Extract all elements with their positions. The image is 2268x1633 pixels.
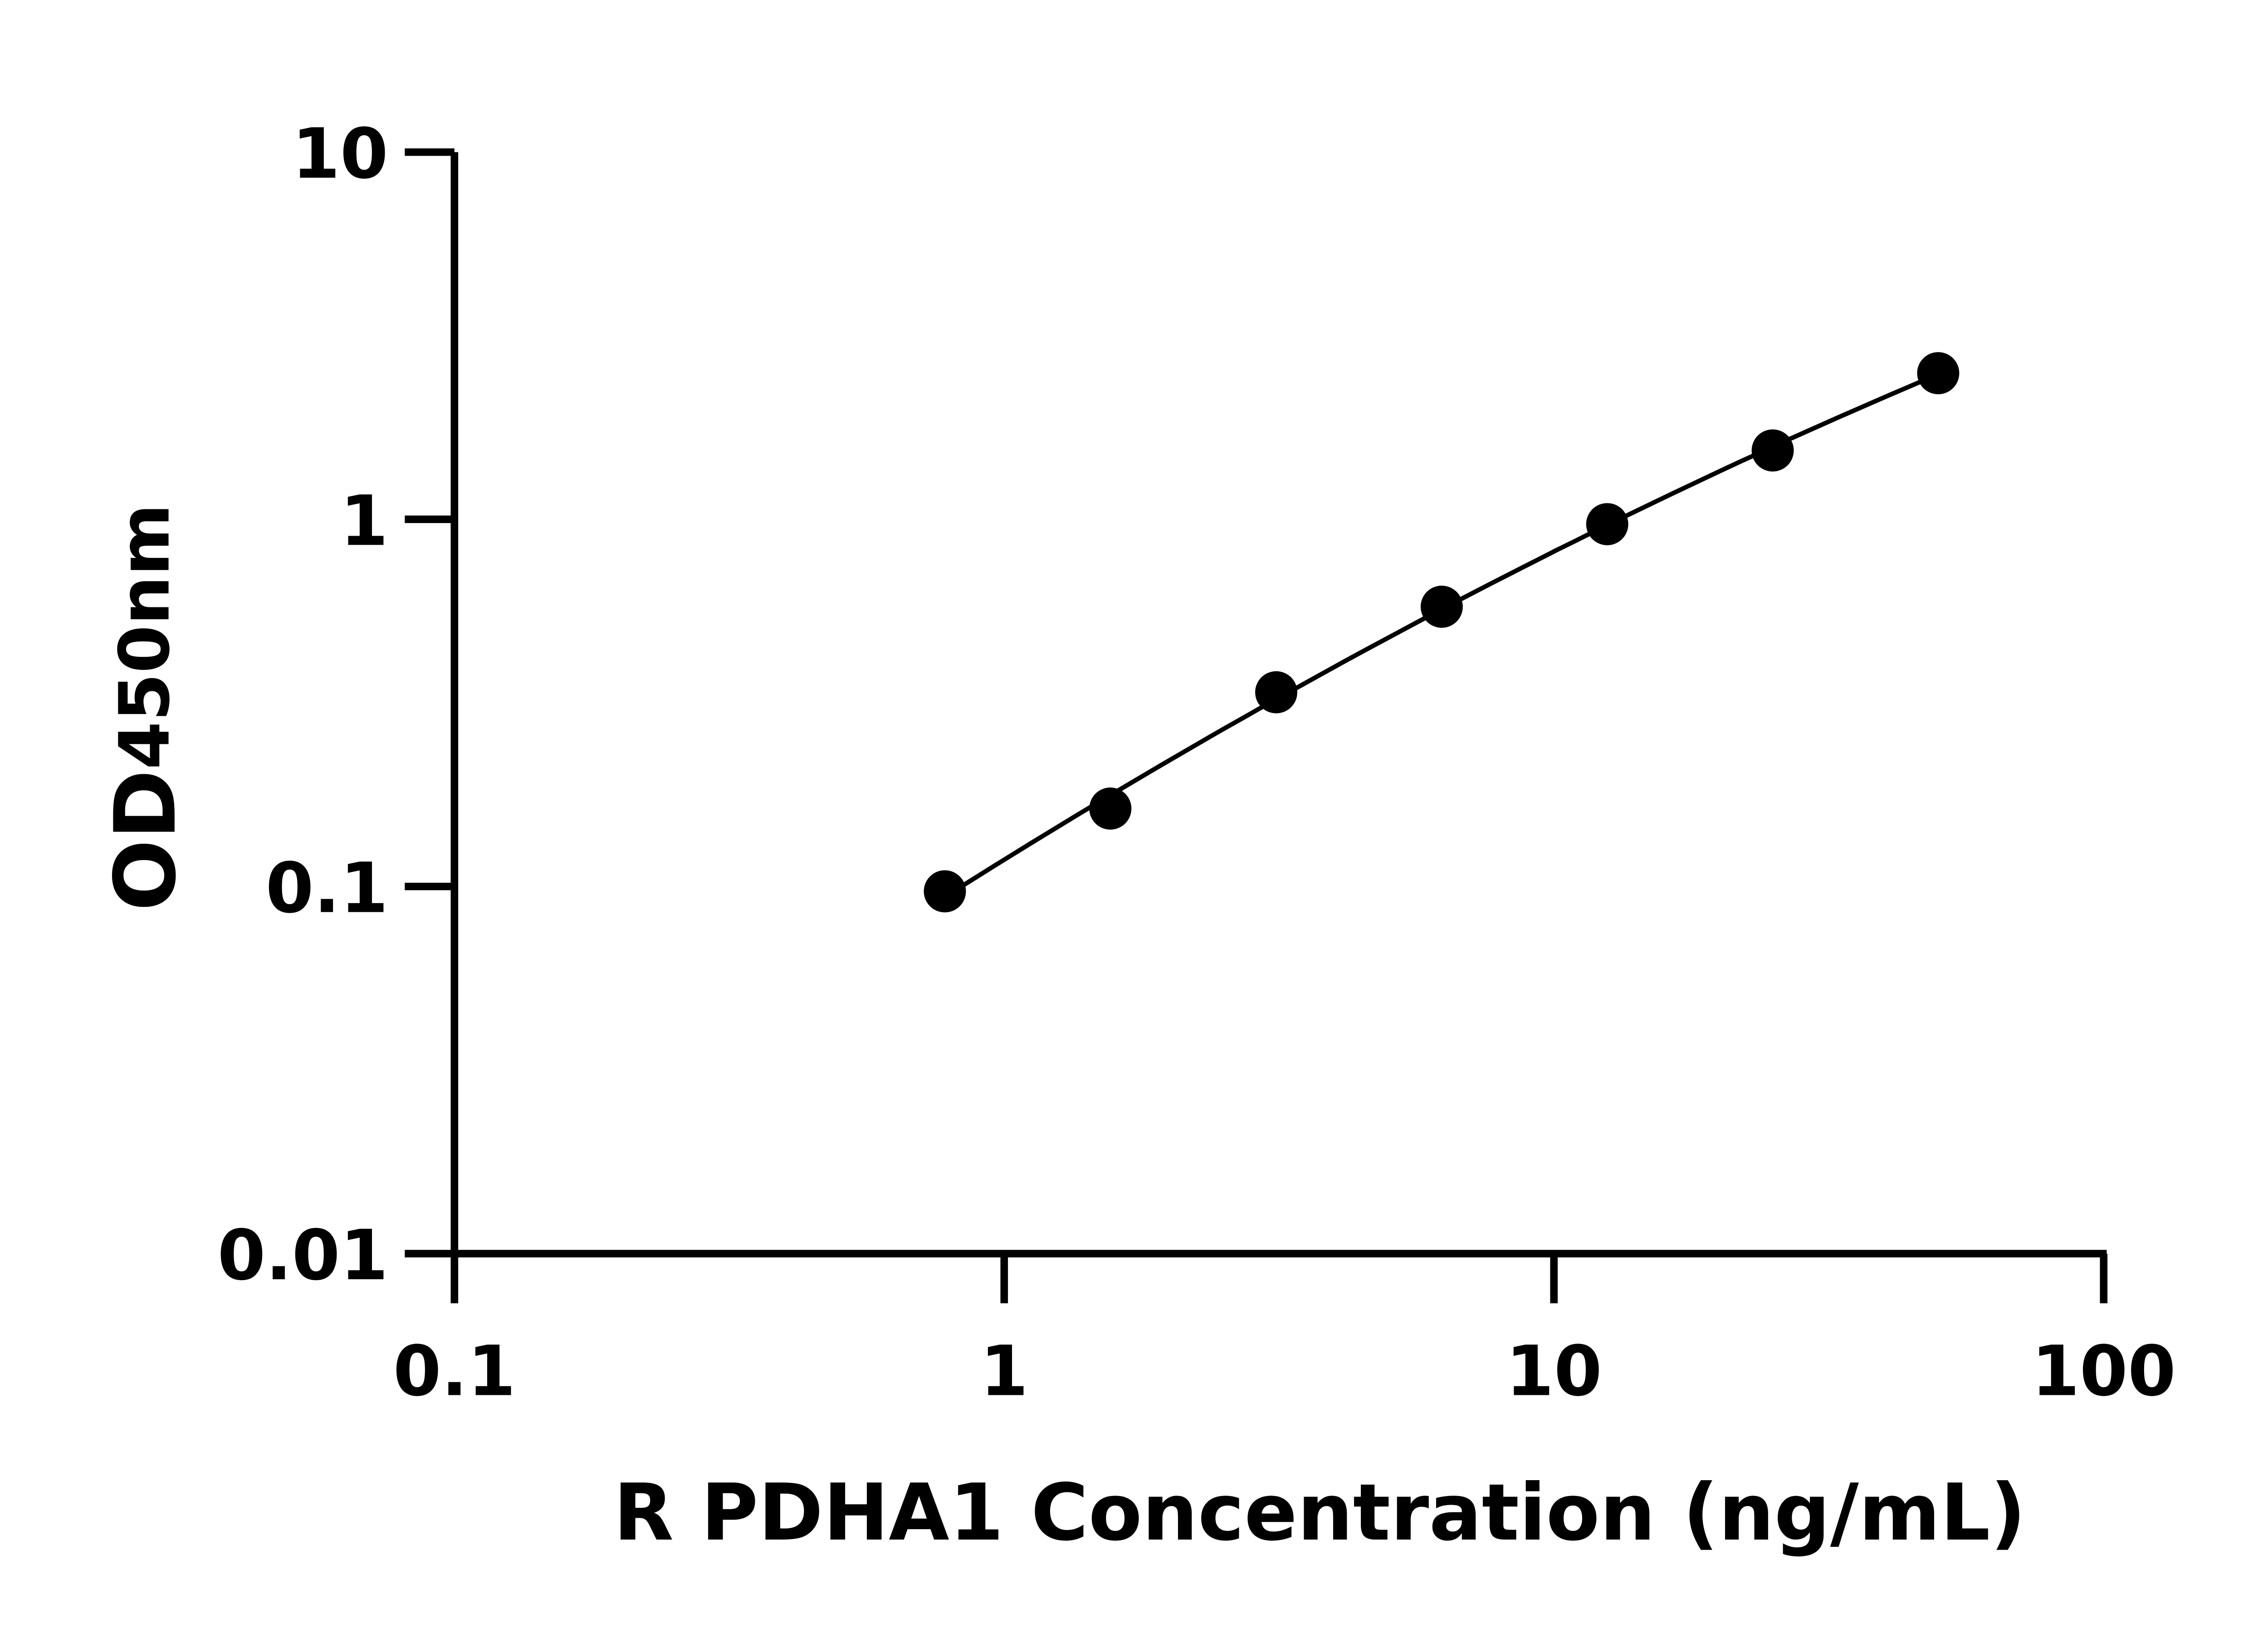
y-tick-label: 0.1 xyxy=(266,848,388,929)
data-point xyxy=(1089,787,1132,830)
data-point xyxy=(1917,352,1960,395)
y-axis-label-sub: 450nm xyxy=(104,504,185,769)
data-point xyxy=(924,870,966,913)
data-point xyxy=(1751,429,1794,472)
data-point xyxy=(1420,586,1463,628)
y-axis-label: OD450nm xyxy=(97,504,195,911)
y-tick-label: 0.01 xyxy=(217,1215,388,1296)
x-tick-label: 100 xyxy=(2031,1331,2176,1412)
x-axis-label: R PDHA1 Concentration (ng/mL) xyxy=(613,1467,2026,1558)
y-axis-label-main: OD xyxy=(97,770,195,911)
axes xyxy=(405,148,2108,1304)
x-tick-label: 10 xyxy=(1506,1331,1602,1412)
data-point xyxy=(1586,503,1628,545)
x-tick-labels: 0.1 1 10 100 xyxy=(393,1331,2176,1412)
y-tick-labels: 0.01 0.1 1 10 xyxy=(217,113,388,1296)
x-tick-label: 0.1 xyxy=(393,1331,516,1412)
data-points xyxy=(924,352,1960,913)
x-tick-label: 1 xyxy=(980,1331,1028,1412)
data-point xyxy=(1255,671,1298,714)
y-tick-label: 10 xyxy=(292,113,388,194)
y-tick-label: 1 xyxy=(340,480,388,561)
